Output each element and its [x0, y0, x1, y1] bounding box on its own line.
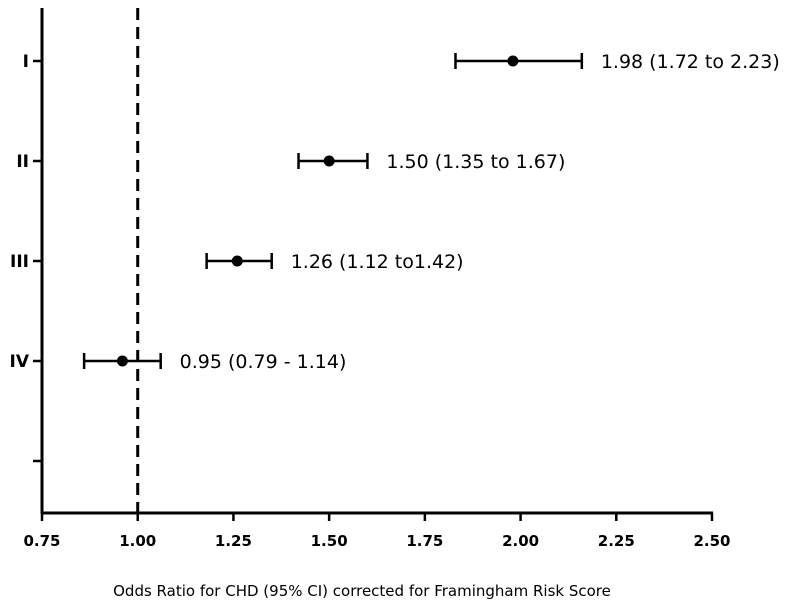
point-estimate — [323, 155, 335, 167]
point-estimate — [507, 55, 519, 67]
x-tick-label: 2.50 — [693, 532, 730, 550]
estimate-label: 1.26 (1.12 to1.42) — [291, 251, 464, 273]
x-tick-label: 1.50 — [311, 532, 348, 550]
point-estimate — [231, 255, 243, 267]
y-tick-label: I — [23, 52, 29, 72]
point-estimate — [116, 355, 128, 367]
estimate-label: 1.98 (1.72 to 2.23) — [601, 51, 780, 73]
x-tick-label: 0.75 — [23, 532, 60, 550]
x-axis-ticks: 0.75 1.00 1.25 1.50 1.75 2.00 2.25 2.50 — [23, 513, 731, 550]
x-axis-label: Odds Ratio for CHD (95% CI) corrected fo… — [113, 582, 611, 600]
y-tick-label: II — [16, 152, 29, 172]
y-tick-label: IV — [10, 352, 30, 372]
x-tick-label: 2.25 — [598, 532, 635, 550]
x-tick-label: 2.00 — [502, 532, 539, 550]
estimate-label: 1.50 (1.35 to 1.67) — [386, 151, 565, 173]
estimates-group: 1.98 (1.72 to 2.23) 1.50 (1.35 to 1.67) 1.… — [82, 51, 780, 373]
x-tick-label: 1.75 — [406, 532, 443, 550]
estimate-label: 0.95 (0.79 - 1.14) — [180, 351, 347, 373]
x-tick-label: 1.00 — [119, 532, 156, 550]
x-tick-label: 1.25 — [215, 532, 252, 550]
y-tick-label: III — [10, 252, 29, 272]
